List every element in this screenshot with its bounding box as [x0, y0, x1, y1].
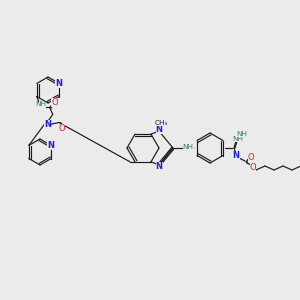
- Text: N: N: [155, 162, 163, 171]
- Text: N: N: [232, 152, 239, 160]
- Text: N: N: [44, 120, 51, 129]
- Text: O: O: [250, 163, 256, 172]
- Text: NH: NH: [236, 131, 247, 137]
- Text: N: N: [47, 141, 54, 150]
- Text: N: N: [55, 79, 62, 88]
- Text: O: O: [58, 124, 65, 133]
- Text: NH: NH: [35, 101, 46, 107]
- Text: O: O: [51, 98, 58, 107]
- Text: N: N: [155, 124, 163, 134]
- Text: CH₃: CH₃: [154, 120, 168, 126]
- Text: O: O: [248, 152, 254, 161]
- Text: NH: NH: [182, 144, 194, 150]
- Text: NH: NH: [232, 136, 244, 142]
